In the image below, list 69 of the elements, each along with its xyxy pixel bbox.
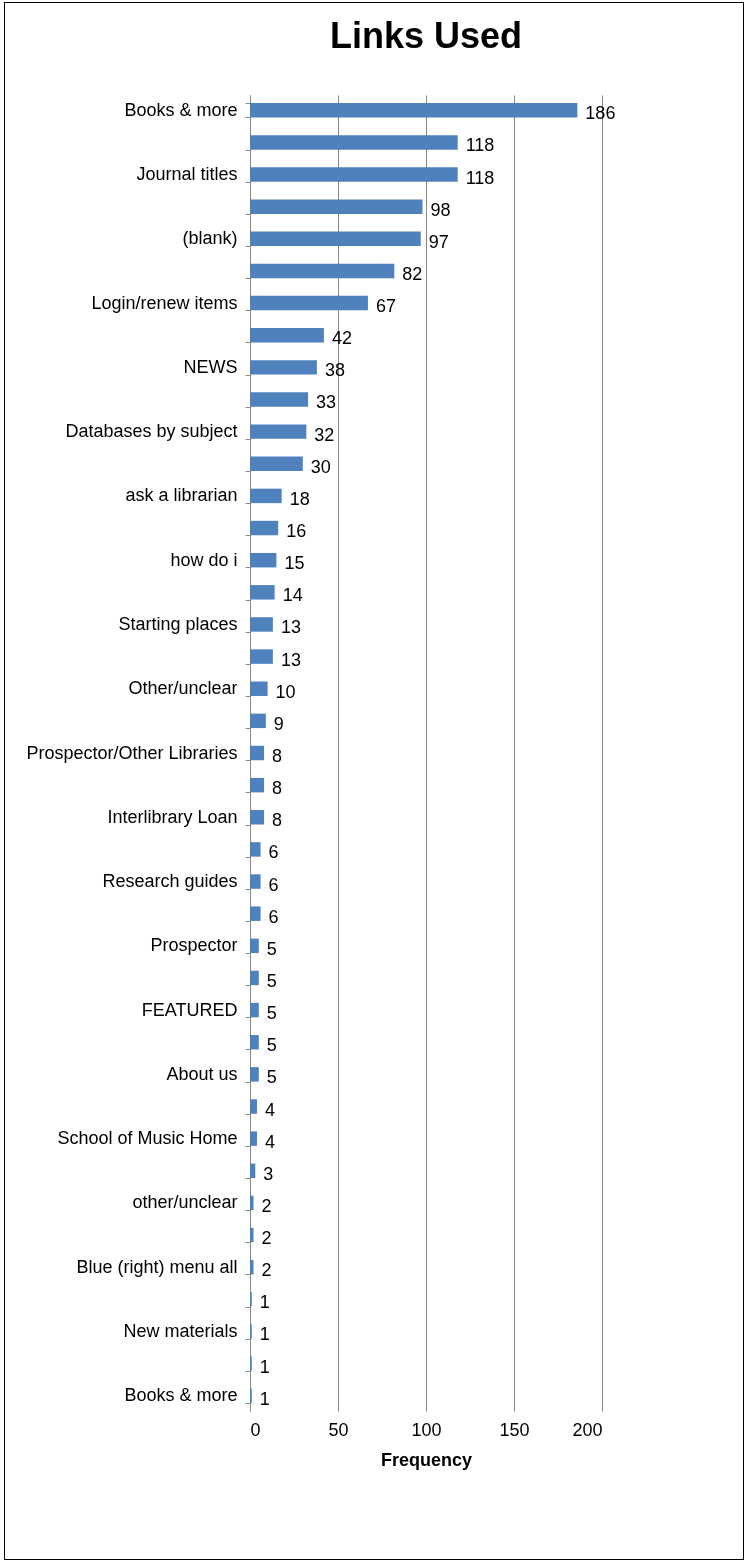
data-label: 1: [259, 1324, 270, 1345]
x-tick-label: 150: [499, 1419, 530, 1440]
data-label: 42: [331, 328, 352, 349]
data-label: 1: [259, 1292, 270, 1313]
data-label: 1: [259, 1388, 270, 1409]
data-label: 2: [261, 1195, 272, 1216]
data-label: 3: [263, 1163, 274, 1184]
data-label: 8: [272, 810, 283, 831]
data-label: 186: [585, 103, 616, 124]
data-label: 9: [273, 713, 284, 734]
y-tick-label: how do i: [170, 549, 238, 570]
y-tick-label: New materials: [123, 1320, 238, 1341]
data-label: 97: [428, 231, 449, 252]
data-label: 6: [268, 874, 279, 895]
data-label: 13: [280, 617, 301, 638]
y-tick-label: FEATURED: [141, 999, 238, 1020]
y-tick-label: Journal titles: [136, 164, 238, 185]
y-tick-label: Blue (right) menu all: [76, 1256, 238, 1277]
data-label: 13: [280, 649, 301, 670]
data-label: 8: [272, 778, 283, 799]
data-label: 2: [261, 1260, 272, 1281]
y-tick-label: Starting places: [118, 613, 238, 634]
data-label: 8: [272, 746, 283, 766]
data-label: 18: [289, 488, 310, 509]
data-label: 5: [266, 970, 277, 991]
data-label: 5: [266, 1035, 277, 1056]
data-label: 82: [402, 263, 423, 284]
data-label: 30: [310, 456, 331, 477]
y-tick-label: Books & more: [124, 1385, 238, 1406]
y-tick-label: About us: [166, 1063, 238, 1084]
x-axis-title: Frequency: [380, 1449, 473, 1470]
y-tick-label: Databases by subject: [65, 421, 238, 442]
y-tick-label: NEWS: [183, 356, 238, 377]
data-label: 5: [266, 1003, 277, 1024]
y-tick-label: Prospector/Other Libraries: [26, 742, 238, 763]
data-label: 32: [314, 424, 335, 445]
data-label: 16: [286, 521, 307, 542]
data-label: 2: [261, 1228, 272, 1249]
data-label: 67: [375, 296, 396, 317]
y-tick-label: Research guides: [102, 871, 238, 892]
data-label: 118: [465, 135, 495, 156]
y-tick-label: School of Music Home: [57, 1128, 238, 1149]
data-label: 6: [268, 842, 279, 863]
y-tick-label: Other/unclear: [128, 678, 238, 699]
data-label: 14: [282, 585, 303, 606]
data-label: 33: [316, 392, 337, 413]
y-tick-label: other/unclear: [132, 1192, 238, 1213]
chart-title: Links Used: [329, 15, 523, 56]
data-label: 1: [259, 1356, 270, 1377]
data-label: 98: [430, 199, 451, 220]
y-tick-label: ask a librarian: [125, 485, 238, 506]
x-tick-label: 100: [411, 1419, 442, 1440]
y-tick-label: Books & more: [124, 99, 238, 120]
data-label: 38: [324, 360, 345, 381]
data-label: 5: [266, 1067, 277, 1088]
data-label: 10: [275, 681, 296, 702]
data-label: 4: [265, 1099, 276, 1120]
y-tick-label: Prospector: [150, 935, 238, 956]
y-tick-label: Login/renew items: [91, 292, 238, 313]
data-label: 5: [266, 938, 277, 959]
x-tick-label: 0: [250, 1419, 261, 1440]
data-label: 118: [465, 167, 495, 188]
y-tick-label: (blank): [182, 228, 238, 249]
data-label: 6: [268, 906, 279, 927]
data-label: 4: [265, 1131, 276, 1152]
data-label: 15: [284, 553, 305, 574]
x-tick-label: 200: [572, 1419, 603, 1440]
x-tick-label: 50: [328, 1419, 349, 1440]
y-tick-label: Interlibrary Loan: [107, 806, 238, 827]
